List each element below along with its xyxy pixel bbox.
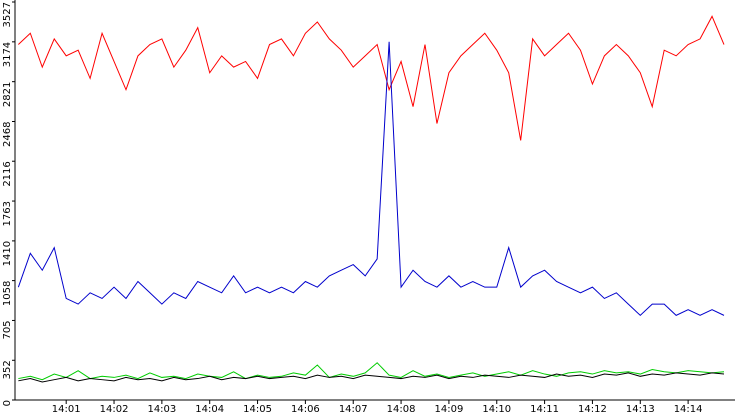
y-tick-label: 705 [2,320,13,339]
y-tick-label: 3527 [2,2,13,27]
series-line [18,15,725,141]
x-tick-label: 14:03 [147,404,176,415]
series-line [18,372,725,383]
y-tick-label: 1410 [2,241,13,266]
x-tick-label: 14:06 [291,404,320,415]
y-tick-label: 2116 [2,161,13,186]
x-tick-label: 14:02 [100,404,129,415]
x-tick-label: 14:11 [530,404,559,415]
x-tick-label: 14:14 [674,404,703,415]
x-tick-label: 14:07 [339,404,368,415]
x-tick-label: 14:09 [434,404,463,415]
y-tick-label: 352 [2,360,13,379]
x-tick-label: 14:01 [52,404,81,415]
x-tick-label: 14:10 [482,404,511,415]
y-tick-label: 1763 [2,201,13,226]
x-tick-label: 14:04 [195,404,224,415]
x-tick-label: 14:12 [578,404,607,415]
series-line [18,362,725,381]
x-tick-label: 14:08 [387,404,416,415]
y-tick-label: 2821 [2,82,13,107]
y-tick-label: 0 [2,400,13,406]
y-tick-label: 1058 [2,281,13,306]
series-line [17,41,725,317]
y-tick-label: 2468 [2,122,13,147]
x-tick-label: 14:05 [243,404,272,415]
y-tick-label: 3174 [2,42,13,67]
x-tick-label: 14:13 [626,404,655,415]
